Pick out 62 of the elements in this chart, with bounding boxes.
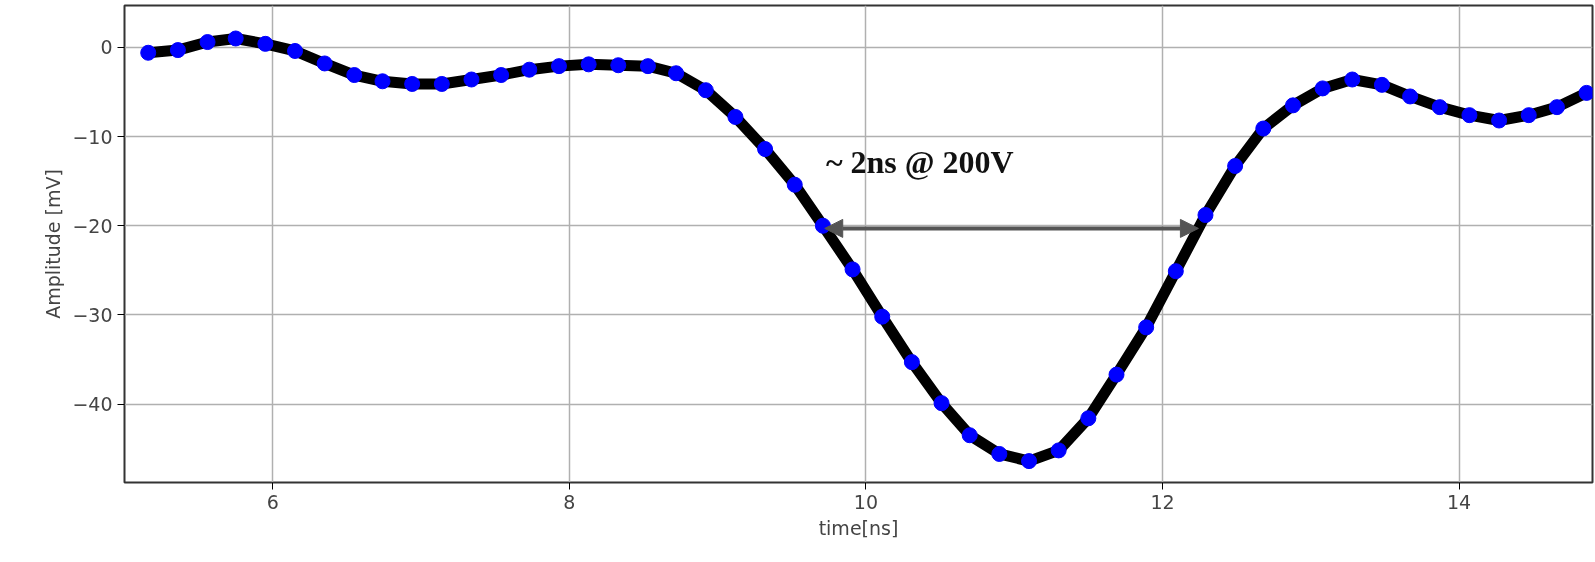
x-tick-label: 8	[563, 490, 576, 513]
point	[1138, 319, 1155, 336]
point	[1402, 88, 1419, 105]
y-tick-label: 0	[100, 36, 113, 59]
point	[346, 67, 363, 84]
point	[844, 261, 861, 278]
point	[1255, 120, 1272, 137]
point	[521, 61, 538, 78]
point	[1578, 84, 1593, 101]
point	[227, 30, 244, 47]
point	[140, 44, 157, 61]
point	[639, 58, 656, 75]
point	[404, 75, 421, 92]
point	[668, 65, 685, 82]
point	[1108, 366, 1125, 383]
point	[903, 354, 920, 371]
point	[1520, 107, 1537, 124]
point	[550, 58, 567, 75]
point	[786, 176, 803, 193]
x-tick-label: 12	[1150, 490, 1175, 513]
point	[874, 308, 891, 325]
x-tick-label: 14	[1446, 490, 1472, 513]
point	[199, 34, 216, 51]
point	[316, 55, 333, 72]
point	[697, 82, 714, 99]
point	[1344, 71, 1361, 88]
point	[1548, 99, 1565, 116]
point	[1167, 263, 1184, 280]
y-tick-label: −20	[72, 214, 113, 237]
point	[1080, 410, 1097, 427]
y-tick-label: −30	[72, 303, 113, 326]
point	[1197, 207, 1214, 224]
point	[1373, 76, 1390, 93]
point	[1461, 107, 1478, 124]
point	[463, 71, 480, 88]
annotation: ~ 2ns @ 200V	[825, 144, 1014, 181]
x-tick-label: 10	[853, 490, 879, 513]
point	[374, 73, 391, 90]
point	[1284, 97, 1301, 114]
y-tick-label: −40	[72, 393, 113, 416]
point	[287, 42, 304, 59]
point	[1227, 158, 1244, 174]
x-axis-title: time[ns]	[818, 516, 899, 539]
point	[933, 395, 950, 412]
point	[1050, 442, 1067, 459]
point	[169, 42, 186, 59]
point	[961, 427, 978, 444]
point	[1314, 80, 1331, 97]
point	[610, 57, 627, 74]
y-axis-title: Amplitude [mV]	[42, 169, 65, 319]
point	[1491, 112, 1508, 129]
point	[257, 35, 274, 52]
point	[493, 67, 510, 84]
point	[727, 108, 744, 125]
point	[1021, 453, 1038, 470]
point	[991, 445, 1008, 462]
point	[433, 75, 450, 92]
x-tick-label: 6	[266, 490, 279, 513]
point	[757, 141, 774, 158]
point	[580, 56, 597, 73]
point	[1431, 99, 1448, 116]
y-tick-label: −10	[72, 125, 113, 148]
